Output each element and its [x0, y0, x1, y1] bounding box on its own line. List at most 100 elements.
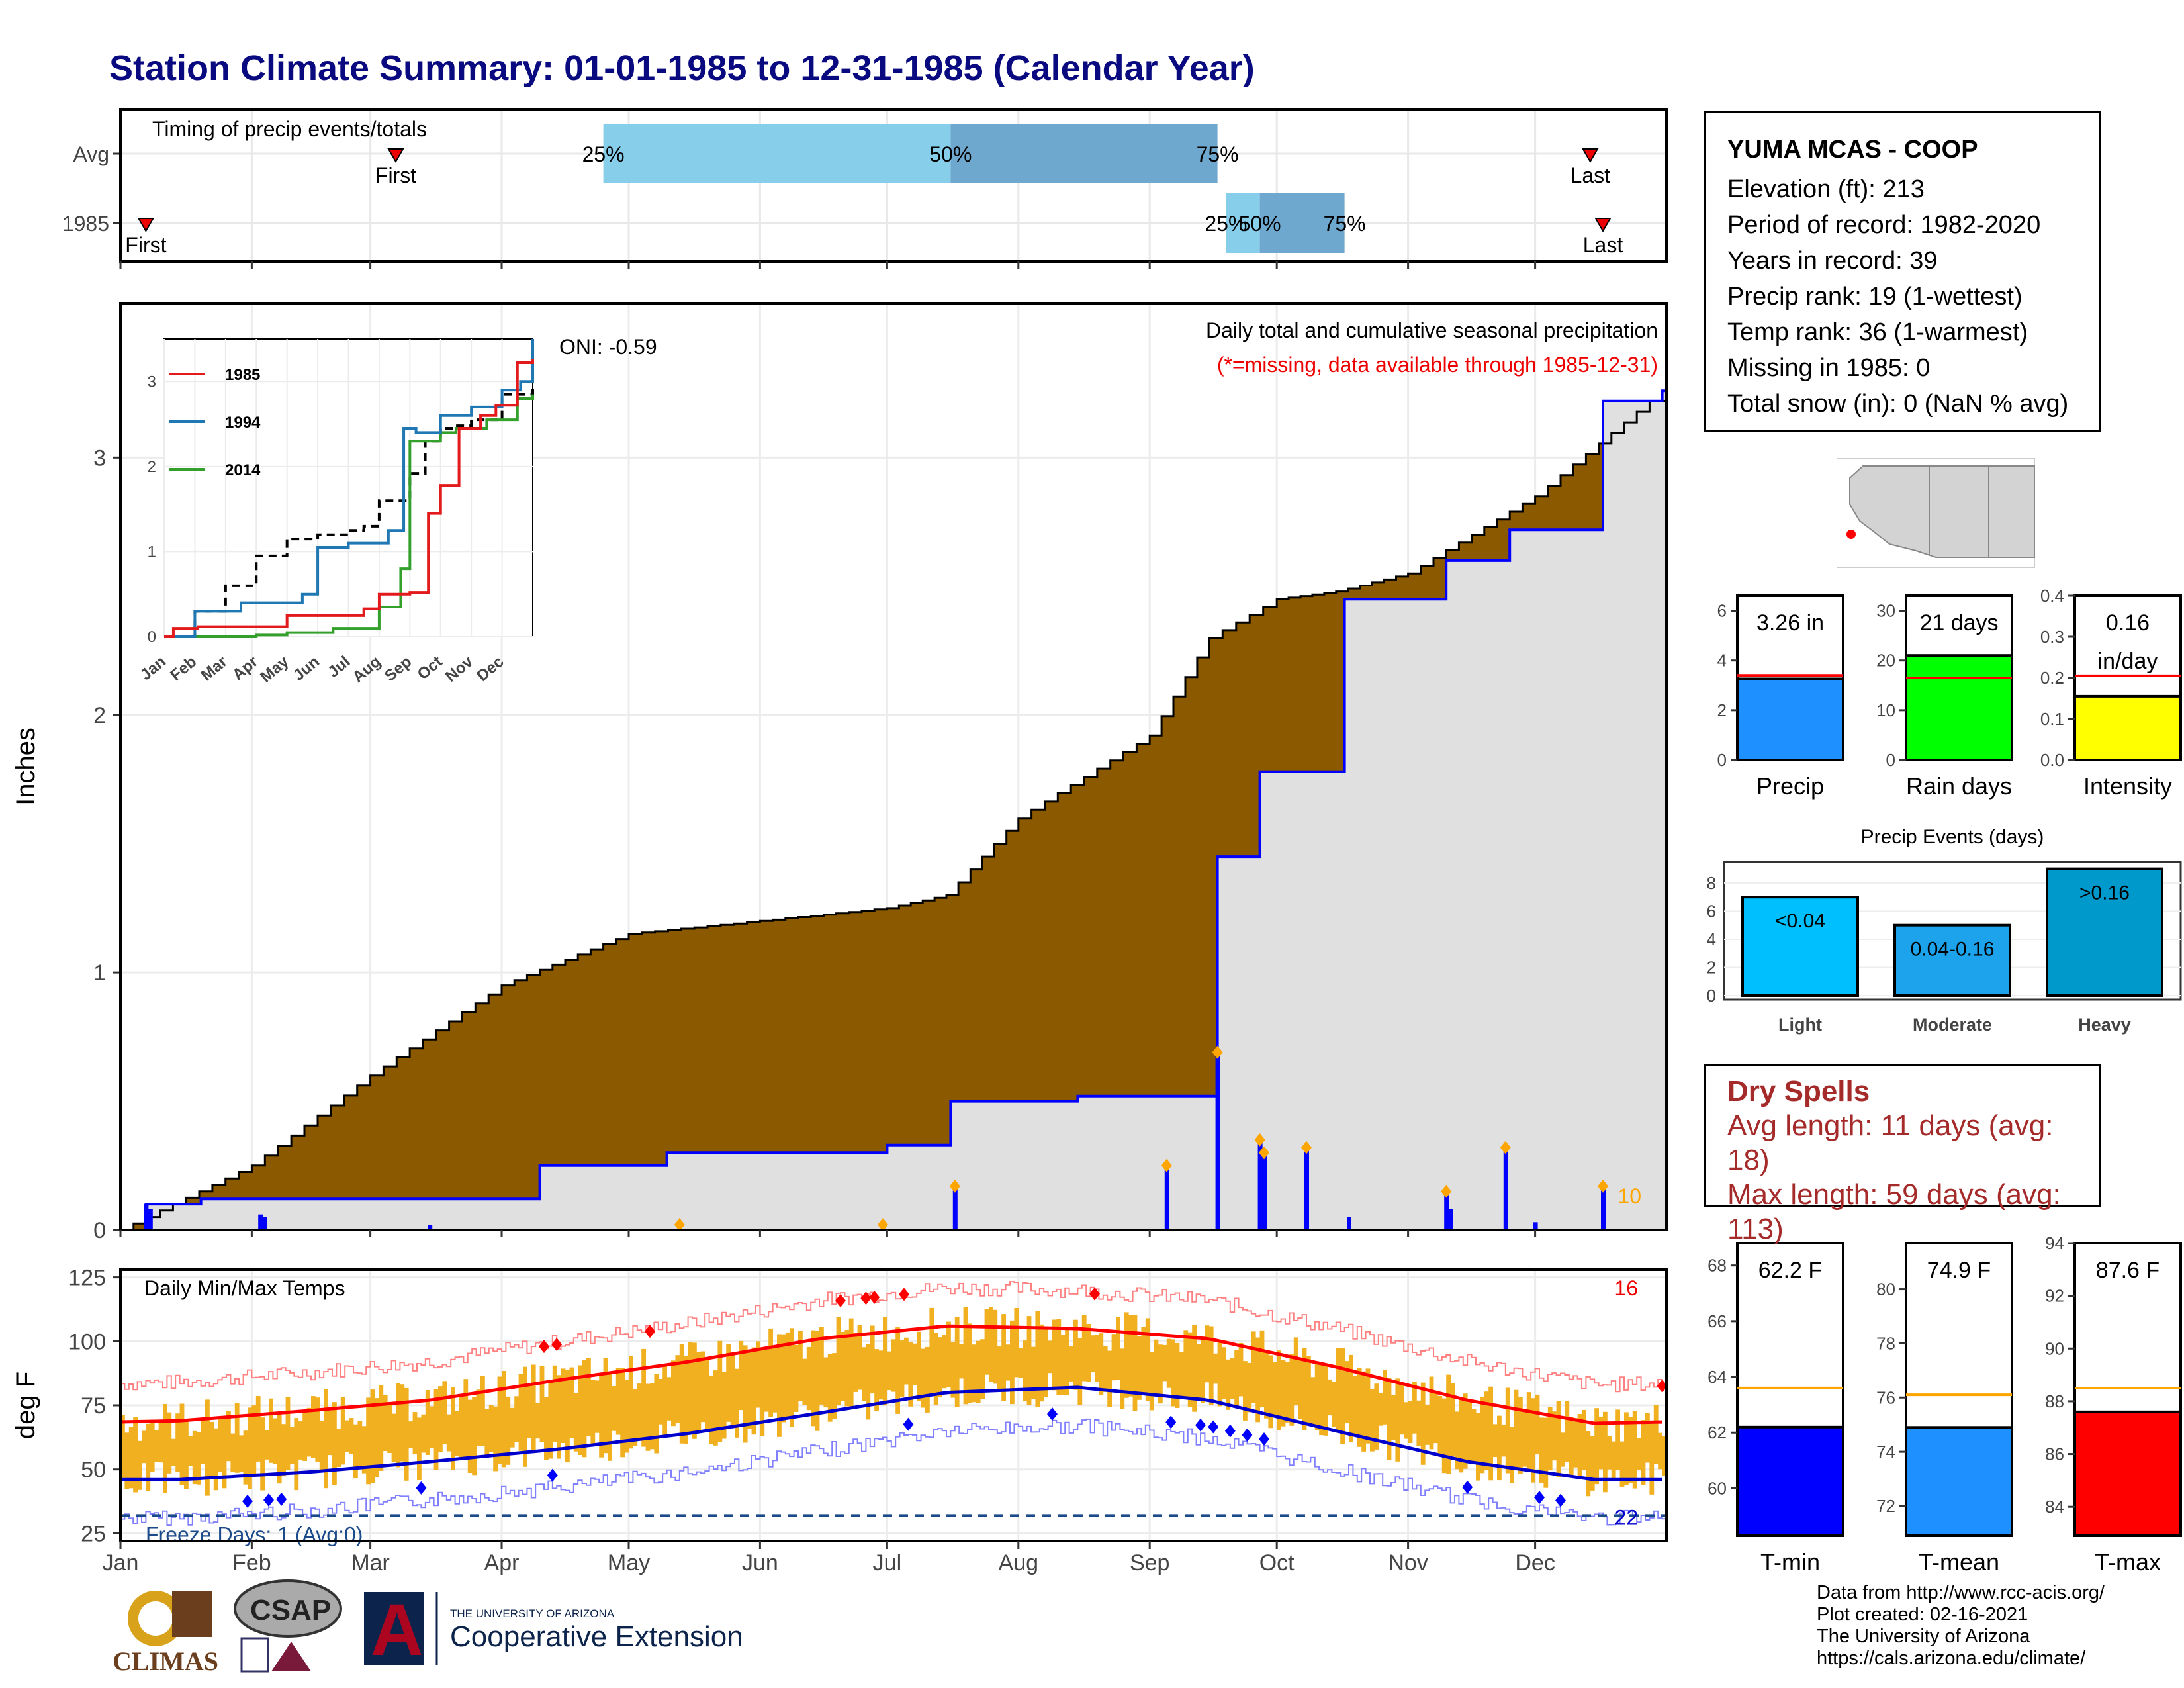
temps-daily-bar: [1603, 1411, 1608, 1493]
temps-daily-bar: [561, 1368, 566, 1443]
temps-daily-bar: [383, 1395, 388, 1451]
temps-daily-bar: [713, 1370, 718, 1446]
temps-record-low-marker: [1224, 1424, 1236, 1438]
precip-average-line: [120, 391, 1668, 1231]
timing-row-label: 1985: [62, 212, 109, 236]
precip-observed-line: [120, 389, 1666, 1231]
temps-daily-bar: [1391, 1395, 1396, 1440]
temps-daily-bar: [251, 1405, 257, 1476]
precip-events-ytick: 0: [1707, 986, 1716, 1006]
precip-extreme-marker: [1259, 1146, 1269, 1160]
month-label: Sep: [1130, 1550, 1170, 1575]
temps-daily-bar: [319, 1421, 324, 1471]
precip-ytick-label: 1: [93, 961, 106, 986]
station-snow: Total snow (in): 0 (NaN % avg): [1727, 390, 2069, 418]
page-title: Station Climate Summary: 01-01-1985 to 1…: [109, 48, 1255, 88]
temps-daily-bar: [899, 1340, 905, 1397]
temps-daily-bar: [1005, 1344, 1011, 1381]
temps-daily-bar: [1268, 1355, 1273, 1429]
month-label: Apr: [484, 1550, 520, 1575]
precip-events-title: Precip Events (days): [1861, 826, 2044, 848]
station-name: YUMA MCAS - COOP: [1727, 136, 1978, 164]
temps-daily-bar: [531, 1364, 536, 1454]
oni-label: ONI: -0.59: [559, 335, 657, 359]
temps-daily-bar: [150, 1422, 155, 1472]
temps-daily-bar: [624, 1380, 629, 1453]
temp-bar-label: T-min: [1760, 1548, 1820, 1575]
precip-events-ytick: 4: [1707, 929, 1716, 949]
temps-daily-bar: [1048, 1340, 1053, 1374]
temps-daily-bar: [1569, 1417, 1574, 1476]
temps-daily-bar: [853, 1333, 858, 1392]
temps-daily-bar: [844, 1330, 850, 1407]
temps-daily-bar: [315, 1397, 320, 1462]
inset-month-label: Oct: [414, 653, 446, 683]
temps-daily-bar: [154, 1430, 159, 1462]
temps-daily-bar: [751, 1347, 756, 1435]
temps-daily-bar: [1353, 1376, 1358, 1434]
temps-daily-bar: [1103, 1346, 1108, 1392]
temps-ytick-label: 100: [68, 1329, 106, 1354]
temps-daily-bar: [311, 1396, 316, 1458]
temps-daily-bar: [1086, 1324, 1091, 1382]
temps-daily-bar: [1247, 1362, 1252, 1413]
summary-ytick-label: 0.3: [2040, 627, 2064, 647]
temps-daily-bar: [671, 1360, 676, 1427]
temps-daily-bar: [1480, 1397, 1485, 1474]
temps-daily-bar: [294, 1418, 299, 1491]
temps-daily-bar: [963, 1307, 968, 1405]
summary-ytick-label: 6: [1717, 601, 1727, 621]
temps-record-high-marker: [1657, 1379, 1668, 1393]
temps-daily-bar: [1060, 1335, 1066, 1395]
temps-daily-bar: [357, 1421, 363, 1468]
temps-daily-bar: [438, 1386, 443, 1452]
temps-daily-bar: [1547, 1407, 1553, 1471]
temps-daily-bar: [1598, 1416, 1604, 1470]
temps-daily-bar: [1416, 1400, 1422, 1446]
temps-daily-bar: [1484, 1391, 1489, 1470]
temps-daily-bar: [827, 1354, 833, 1422]
summary-ytick-label: 10: [1876, 700, 1895, 720]
temps-record-high-marker: [869, 1290, 880, 1304]
temps-daily-bar: [205, 1399, 210, 1496]
temps-daily-bar: [866, 1344, 871, 1420]
temps-daily-bar: [514, 1396, 519, 1442]
temps-daily-bar: [794, 1344, 799, 1412]
temps-daily-bar: [705, 1360, 709, 1430]
svg-text:CLIMAS: CLIMAS: [113, 1646, 218, 1676]
inset-month-label: Apr: [229, 653, 261, 684]
precip-daily-bar: [1257, 1139, 1263, 1230]
temp-ytick-label: 78: [1876, 1333, 1895, 1353]
temps-daily-bar: [1018, 1348, 1023, 1378]
temps-daily-bar: [972, 1344, 977, 1403]
temps-daily-bar: [285, 1397, 291, 1470]
temps-daily-bar: [1374, 1383, 1379, 1450]
timing-bar-50-75: [1259, 193, 1345, 253]
temps-daily-bar: [1662, 1436, 1667, 1476]
temps-daily-bar: [1459, 1398, 1464, 1473]
temps-daily-bar: [400, 1384, 405, 1462]
temps-daily-bar: [366, 1397, 371, 1485]
temps-daily-bar: [806, 1346, 811, 1411]
temps-daily-bar: [128, 1427, 134, 1489]
temps-daily-bar: [1383, 1370, 1387, 1425]
temp-bar-label: T-max: [2095, 1548, 2161, 1575]
inset-legend-label: 1994: [225, 414, 261, 432]
temps-daily-bar: [218, 1419, 222, 1472]
inset-month-label: Dec: [473, 653, 507, 685]
month-label: Dec: [1515, 1550, 1555, 1575]
precip-daily-bar: [1215, 1052, 1220, 1230]
temps-record-low-marker: [1195, 1418, 1206, 1432]
summary-ytick-label: 0.2: [2040, 668, 2064, 688]
temps-normal-max-line: [120, 1324, 1662, 1425]
inset-month-label: Jul: [324, 653, 353, 681]
temps-daily-bar: [662, 1364, 667, 1436]
temps-daily-bar: [1514, 1389, 1519, 1470]
temps-daily-bar: [1370, 1389, 1375, 1452]
temps-record-low-marker: [242, 1494, 253, 1508]
station-temp-rank: Temp rank: 36 (1-warmest): [1727, 318, 2028, 346]
temps-daily-bar: [1154, 1339, 1159, 1395]
temps-daily-bar: [569, 1367, 574, 1438]
temps-daily-bar: [942, 1335, 947, 1389]
